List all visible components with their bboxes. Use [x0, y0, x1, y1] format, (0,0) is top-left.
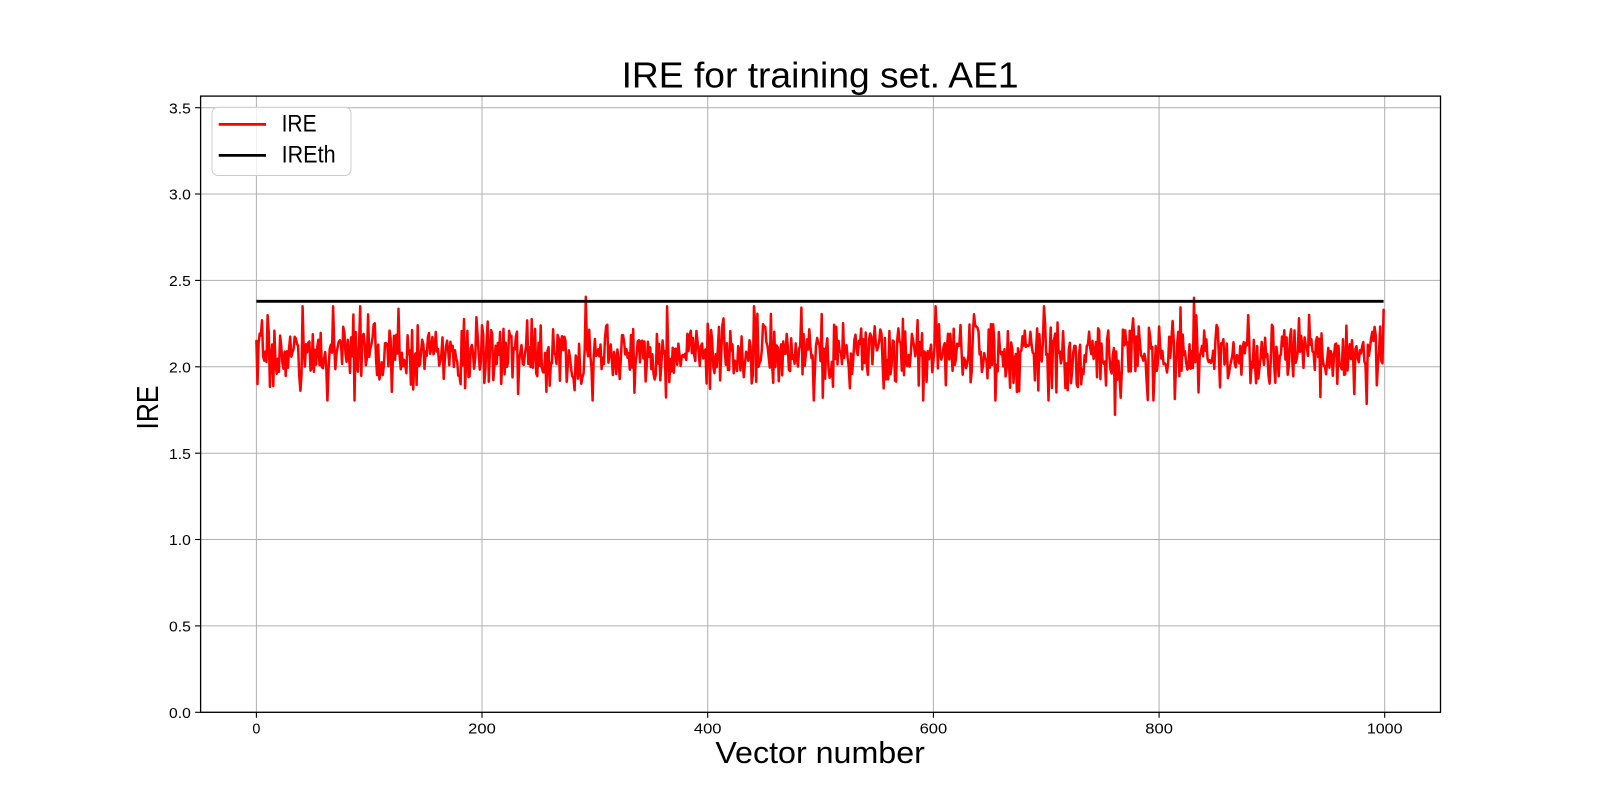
svg-text:IRE: IRE — [130, 386, 165, 430]
svg-text:0.0: 0.0 — [169, 706, 191, 722]
svg-text:3.5: 3.5 — [169, 101, 191, 117]
svg-text:600: 600 — [920, 722, 948, 738]
svg-text:200: 200 — [468, 722, 496, 738]
svg-text:1.5: 1.5 — [169, 447, 191, 463]
svg-text:2.5: 2.5 — [169, 274, 191, 290]
svg-text:IRE: IRE — [282, 112, 317, 138]
svg-text:1.0: 1.0 — [169, 533, 191, 549]
svg-text:400: 400 — [694, 722, 722, 738]
svg-text:1000: 1000 — [1367, 722, 1403, 738]
svg-text:0.5: 0.5 — [169, 620, 191, 636]
svg-text:IRE for training set. AE1: IRE for training set. AE1 — [622, 55, 1019, 96]
svg-text:3.0: 3.0 — [169, 188, 191, 204]
svg-text:Vector number: Vector number — [715, 736, 925, 770]
svg-text:800: 800 — [1145, 722, 1173, 738]
svg-text:2.0: 2.0 — [169, 361, 191, 377]
svg-text:0: 0 — [252, 722, 260, 738]
svg-text:IREth: IREth — [282, 142, 336, 168]
